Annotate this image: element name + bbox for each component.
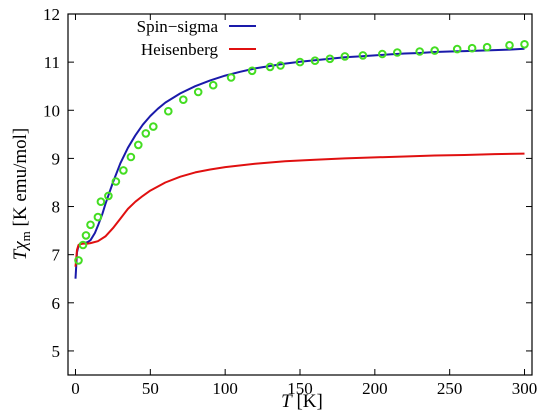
data-point: [358, 51, 368, 60]
data-point: [208, 80, 218, 90]
x-tick-label: 150: [287, 379, 313, 398]
data-point: [378, 49, 387, 59]
data-point: [104, 191, 113, 201]
y-tick-label: 5: [52, 342, 61, 361]
data-point: [265, 62, 275, 72]
y-tick-label: 12: [43, 5, 60, 24]
axis-ticks: 0 50 100 150 200 250 300 5 6 7 8 9 10 11 12: [43, 5, 537, 398]
data-point: [134, 140, 143, 150]
x-tick-label: 250: [437, 379, 463, 398]
data-point: [93, 212, 103, 222]
data-point: [520, 40, 529, 49]
data-point: [452, 44, 462, 54]
y-tick-label: 9: [52, 149, 61, 168]
y-tick-label: 7: [52, 246, 61, 265]
data-point: [74, 256, 83, 265]
data-point: [126, 152, 136, 162]
data-point: [310, 56, 320, 66]
data-point: [96, 197, 106, 206]
legend: Spin−sigma Heisenberg: [137, 17, 256, 59]
data-point: [325, 54, 335, 64]
x-axis-label: T [K]: [281, 391, 323, 412]
plot-content: [74, 40, 529, 279]
data-point: [393, 48, 402, 57]
data-point: [505, 41, 514, 50]
data-point: [141, 129, 151, 138]
data-point: [430, 46, 440, 55]
x-tick-label: 0: [71, 379, 80, 398]
y-tick-label: 11: [44, 53, 60, 72]
data-point: [482, 42, 492, 52]
x-tick-label: 50: [142, 379, 159, 398]
y-tick-label: 6: [52, 294, 61, 313]
y-tick-label: 10: [43, 101, 60, 120]
data-point: [149, 122, 158, 131]
x-tick-label: 100: [212, 379, 238, 398]
data-point: [276, 61, 285, 70]
data-point: [164, 106, 173, 116]
plot-frame: [67, 13, 533, 376]
series-line-1: [74, 152, 525, 267]
data-point: [340, 52, 350, 61]
data-point: [86, 220, 95, 230]
data-point: [295, 57, 305, 67]
series-line-0: [74, 47, 525, 279]
data-point: [467, 43, 477, 53]
x-tick-label: 200: [362, 379, 388, 398]
y-tick-label: 8: [52, 198, 61, 217]
data-point: [193, 87, 203, 97]
data-point: [81, 231, 91, 240]
x-tick-label: 300: [512, 379, 538, 398]
data-point: [119, 166, 128, 175]
data-point: [415, 47, 425, 56]
legend-label-heisenberg: Heisenberg: [141, 40, 219, 59]
legend-label-spin-sigma: Spin−sigma: [137, 17, 219, 36]
data-point: [247, 66, 257, 76]
data-point: [78, 240, 88, 250]
y-axis-label: Tχm [K emu/mol]: [10, 128, 33, 261]
data-point: [179, 95, 188, 104]
data-point: [111, 177, 121, 186]
data-point: [226, 73, 236, 82]
